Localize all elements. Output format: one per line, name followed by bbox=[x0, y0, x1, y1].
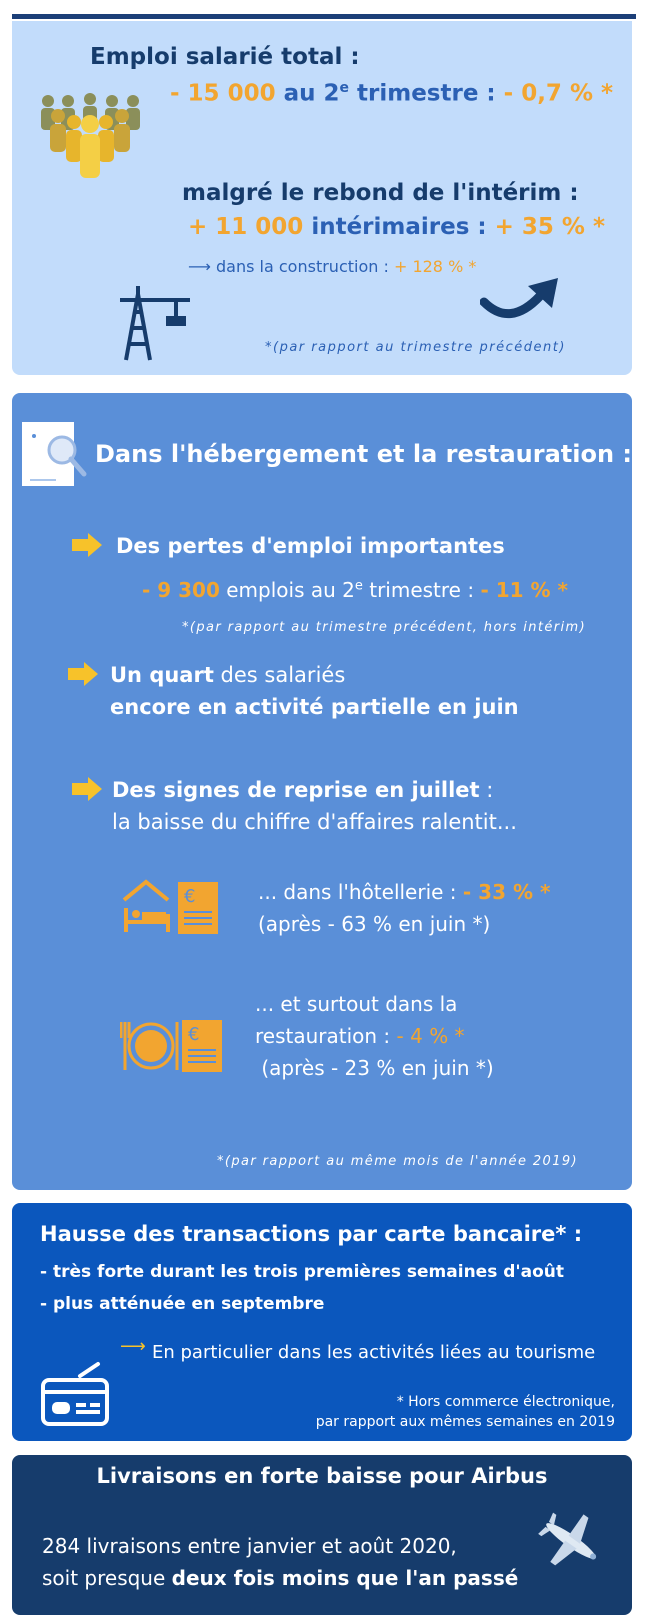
airbus-line2: soit presque deux fois moins que l'an pa… bbox=[42, 1566, 518, 1590]
hotel-pct: - 33 % * bbox=[462, 880, 551, 904]
item3-rest: : bbox=[479, 778, 494, 802]
card-footnote-2: par rapport aux mêmes semaines en 2019 bbox=[315, 1414, 615, 1430]
tourism-text: En particulier dans les activités liées … bbox=[152, 1342, 596, 1363]
construction-text: dans la construction : bbox=[210, 257, 394, 276]
employment-title: Emploi salarié total : bbox=[90, 44, 360, 70]
orange-right-arrow-icon: ⟶ bbox=[120, 1336, 146, 1357]
item1-footnote: *(par rapport au trimestre précédent, ho… bbox=[182, 620, 587, 635]
interim-value: + 11 000 bbox=[188, 214, 304, 240]
item2-bold: Un quart bbox=[110, 663, 214, 687]
card-bullet-1: - très forte durant les trois premières … bbox=[40, 1262, 564, 1282]
employment-panel bbox=[12, 21, 632, 375]
superscript-e: e bbox=[354, 578, 363, 594]
employment-footnote: *(par rapport au trimestre précédent) bbox=[265, 340, 566, 355]
svg-text:€: € bbox=[188, 1024, 199, 1045]
airbus-bold: deux fois moins que l'an passé bbox=[171, 1566, 519, 1590]
orange-arrow-icon bbox=[72, 533, 102, 557]
hotel-line2: (après - 63 % en juin *) bbox=[258, 912, 491, 936]
employment-drop-value: - 15 000 bbox=[170, 80, 276, 107]
card-title: Hausse des transactions par carte bancai… bbox=[40, 1222, 583, 1246]
top-rule bbox=[12, 14, 636, 19]
svg-text:€: € bbox=[184, 886, 195, 907]
hotel-line1: ... dans l'hôtellerie : - 33 % * bbox=[258, 880, 550, 904]
hotel-text: ... dans l'hôtellerie : bbox=[258, 880, 463, 904]
item1-heading: Des pertes d'emploi importantes bbox=[116, 534, 505, 558]
airbus-panel bbox=[12, 1455, 632, 1615]
airbus-title: Livraisons en forte baisse pour Airbus bbox=[96, 1464, 548, 1488]
construction-line: ⟶ dans la construction : + 128 % * bbox=[188, 257, 476, 276]
orange-arrow-icon bbox=[68, 662, 98, 686]
card-transactions-panel bbox=[12, 1203, 632, 1441]
right-arrow-icon: ⟶ bbox=[188, 257, 211, 276]
resto-line3: (après - 23 % en juin *) bbox=[255, 1056, 494, 1080]
card-footnote-1: * Hors commerce électronique, bbox=[396, 1394, 615, 1410]
curved-up-arrow-icon bbox=[480, 278, 558, 319]
orange-arrow-icon bbox=[72, 777, 102, 801]
item2-line1: Un quart des salariés bbox=[110, 663, 345, 687]
people-group-icon bbox=[41, 93, 140, 178]
employment-figure: - 15 000 au 2e trimestre : - 0,7 % * bbox=[170, 80, 613, 107]
job-loss-value: - 9 300 bbox=[142, 578, 220, 602]
employment-text-a: au 2 bbox=[275, 80, 340, 107]
interim-figure: + 11 000 intérimaires : + 35 % * bbox=[188, 214, 605, 240]
item1-text-a: emplois au 2 bbox=[219, 578, 355, 602]
airbus-line1: 284 livraisons entre janvier et août 202… bbox=[42, 1534, 457, 1558]
resto-line1: ... et surtout dans la bbox=[255, 992, 458, 1016]
hospitality-panel bbox=[12, 393, 632, 1190]
job-loss-pct: - 11 % * bbox=[480, 578, 568, 602]
resto-text: restauration : bbox=[255, 1024, 397, 1048]
item3-bold: Des signes de reprise en juillet bbox=[112, 778, 480, 802]
plate-cutlery-icon: € bbox=[120, 1020, 222, 1072]
euro-receipt-icon: € bbox=[178, 882, 218, 934]
resto-line2: restauration : - 4 % * bbox=[255, 1024, 465, 1048]
airbus-text: soit presque bbox=[42, 1566, 172, 1590]
employment-text-b: trimestre : bbox=[349, 80, 504, 107]
euro-receipt-icon: € bbox=[182, 1020, 222, 1072]
item2-line2: encore en activité partielle en juin bbox=[110, 695, 519, 719]
resto-pct: - 4 % * bbox=[396, 1024, 465, 1048]
construction-pct: + 128 % * bbox=[393, 257, 477, 276]
hospitality-title: Dans l'hébergement et la restauration : bbox=[95, 440, 633, 468]
item2-rest: des salariés bbox=[213, 663, 346, 687]
interim-text: intérimaires : bbox=[303, 214, 495, 240]
hospitality-footnote: *(par rapport au même mois de l'année 20… bbox=[217, 1154, 579, 1169]
superscript-e: e bbox=[339, 80, 350, 96]
credit-card-icon bbox=[41, 1362, 109, 1426]
employment-pct: - 0,7 % * bbox=[503, 80, 614, 107]
interim-pct: + 35 % * bbox=[494, 214, 605, 240]
card-bullet-2: - plus atténuée en septembre bbox=[40, 1294, 325, 1314]
construction-crane-icon bbox=[120, 286, 190, 361]
item3-line2: la baisse du chiffre d'affaires ralentit… bbox=[112, 810, 517, 834]
item3-line1: Des signes de reprise en juillet : bbox=[112, 778, 493, 802]
hotel-bed-icon: € bbox=[122, 879, 218, 934]
magnifier-document-icon bbox=[22, 422, 87, 486]
item1-figure: - 9 300 emplois au 2e trimestre : - 11 %… bbox=[142, 578, 568, 602]
airplane-icon bbox=[538, 1512, 597, 1566]
item1-text-b: trimestre : bbox=[362, 578, 481, 602]
interim-heading: malgré le rebond de l'intérim : bbox=[182, 180, 579, 206]
